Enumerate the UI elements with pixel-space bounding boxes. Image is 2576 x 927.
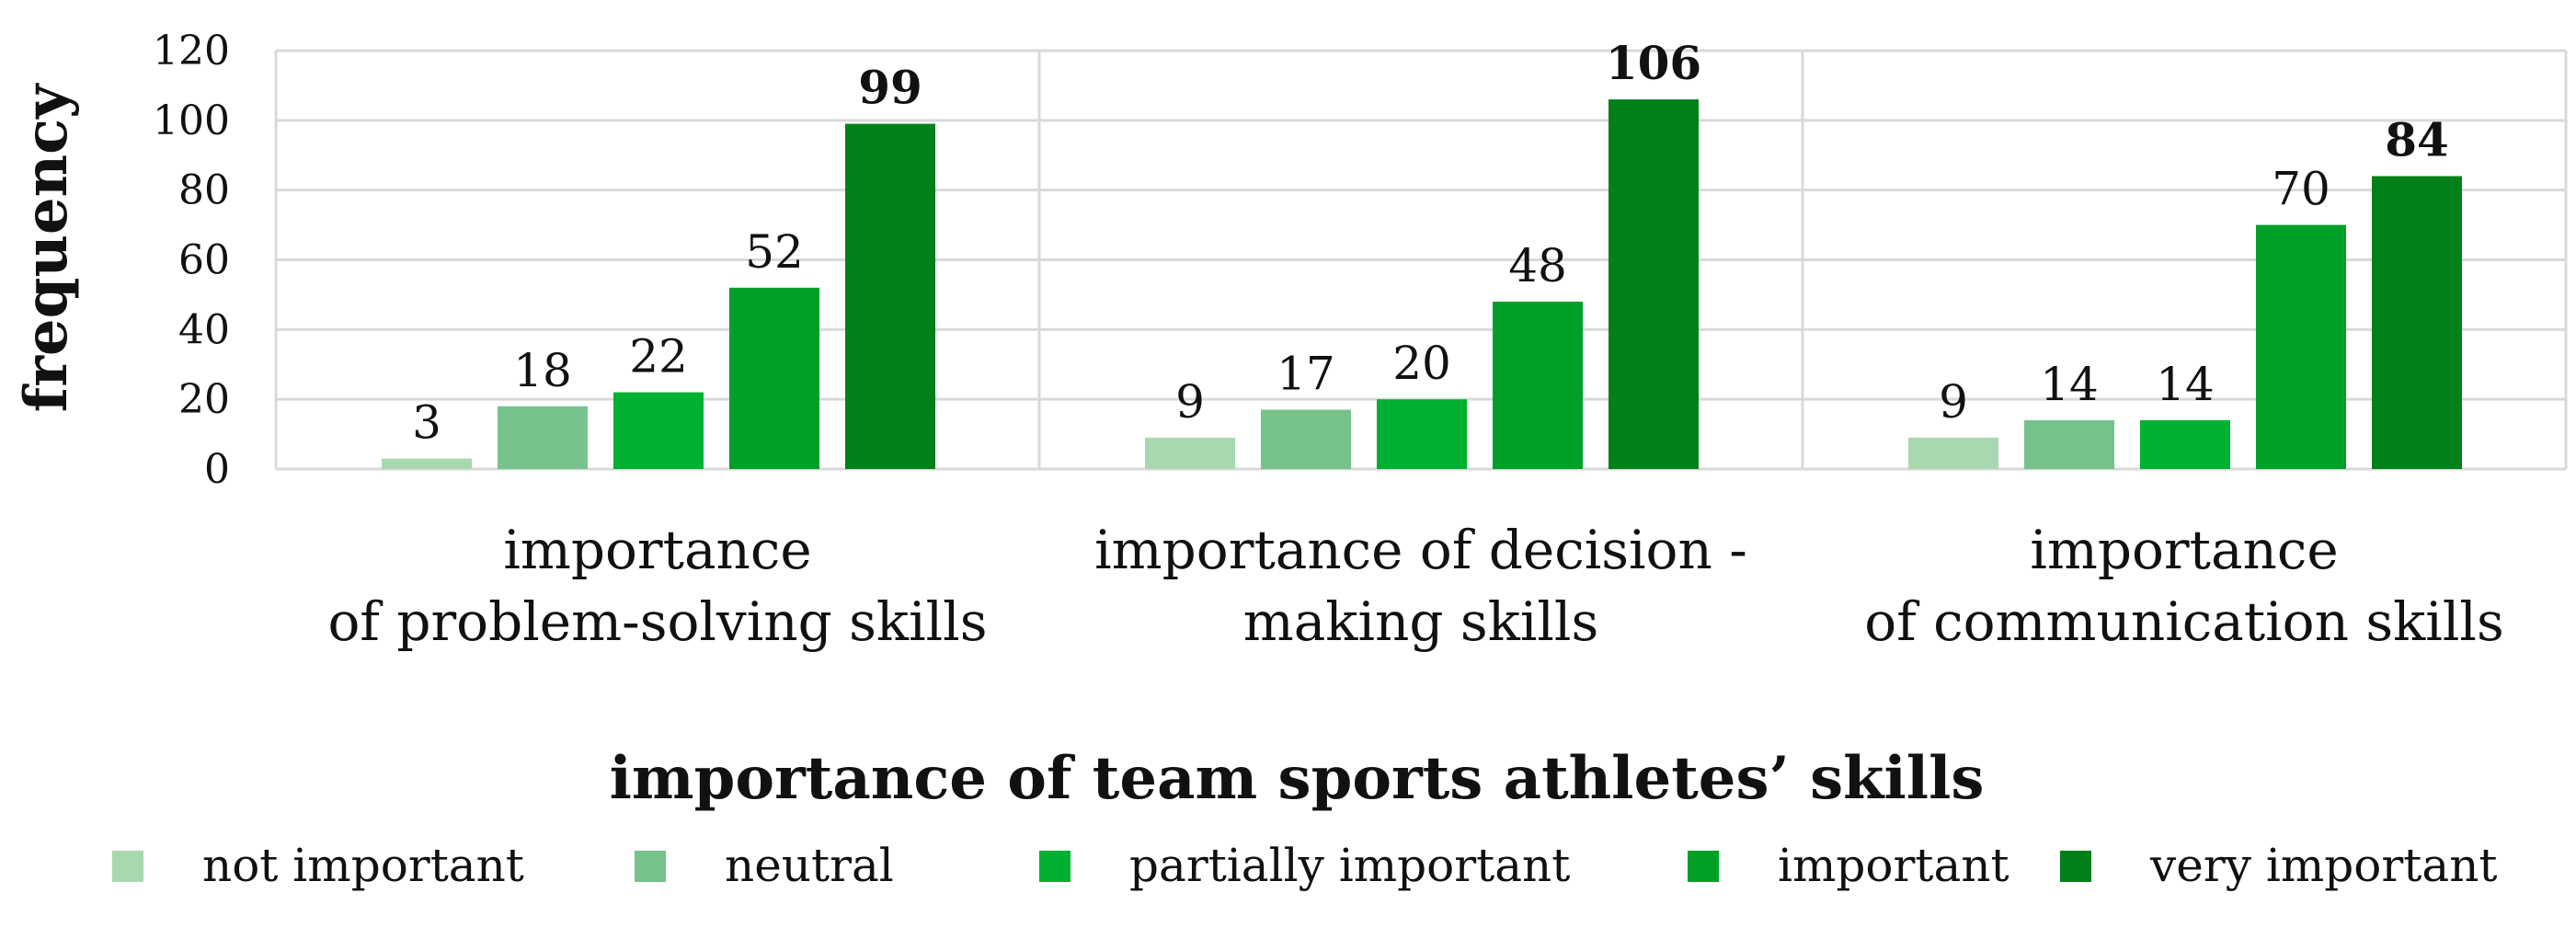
data-label: 20	[1392, 337, 1451, 390]
bar	[613, 392, 704, 469]
y-tick-label: 40	[178, 306, 230, 353]
data-label: 9	[1939, 375, 1968, 429]
x-axis-title: importance of team sports athletes’ skil…	[610, 744, 1985, 813]
bar	[382, 458, 472, 469]
category-label: making skills	[1243, 590, 1599, 653]
bar	[2256, 224, 2346, 470]
legend-swatch	[2060, 851, 2091, 882]
y-tick-label: 100	[153, 97, 230, 144]
category-label: of problem-solving skills	[328, 590, 988, 653]
bar	[1908, 437, 1998, 469]
category-label: of communication skills	[1864, 590, 2503, 653]
legend-swatch	[112, 851, 143, 882]
data-label: 14	[2040, 358, 2099, 411]
y-tick-label: 0	[204, 446, 230, 493]
data-label: 99	[858, 61, 922, 115]
legend: not important neutral partially important i…	[112, 839, 2498, 892]
data-label: 3	[412, 396, 441, 450]
data-label: 22	[629, 330, 688, 383]
data-label: 17	[1277, 348, 1335, 401]
bar	[498, 406, 588, 469]
category-label: importance	[503, 519, 811, 581]
y-tick-label: 80	[178, 167, 230, 214]
bar	[2024, 419, 2114, 469]
data-label: 52	[745, 225, 804, 279]
category-label: importance of decision -	[1094, 519, 1747, 581]
bar	[1377, 399, 1467, 469]
legend-swatch	[1039, 851, 1070, 882]
data-label: 70	[2272, 163, 2330, 216]
bar	[2372, 176, 2462, 469]
y-tick-label: 60	[178, 237, 230, 284]
legend-label: neutral	[725, 839, 894, 892]
y-axis-ticks: 0 20 40 60 80 100 120	[153, 28, 230, 493]
bar	[2140, 419, 2230, 469]
category-label: importance	[2030, 519, 2338, 581]
legend-swatch	[1688, 851, 1719, 882]
bars	[382, 99, 2462, 470]
bar	[1609, 99, 1699, 469]
y-axis-title: frequency	[12, 83, 81, 412]
data-label: 18	[513, 344, 572, 397]
bar	[845, 123, 935, 469]
y-tick-label: 120	[153, 28, 230, 74]
legend-swatch	[635, 851, 666, 882]
data-label: 84	[2385, 113, 2449, 167]
data-label: 14	[2156, 358, 2215, 411]
bar	[1145, 437, 1235, 469]
bar	[729, 287, 819, 469]
data-label: 9	[1175, 375, 1205, 429]
legend-label: partially important	[1129, 839, 1570, 892]
y-tick-label: 20	[178, 376, 230, 423]
legend-label: very important	[2149, 839, 2498, 892]
data-label: 106	[1606, 36, 1701, 90]
legend-label: not important	[202, 839, 524, 892]
category-labels: importance of problem-solving skills impor…	[328, 519, 2504, 653]
legend-label: important	[1778, 839, 2009, 892]
bar	[1493, 302, 1583, 469]
bar	[1261, 409, 1351, 469]
data-label: 48	[1508, 239, 1567, 292]
